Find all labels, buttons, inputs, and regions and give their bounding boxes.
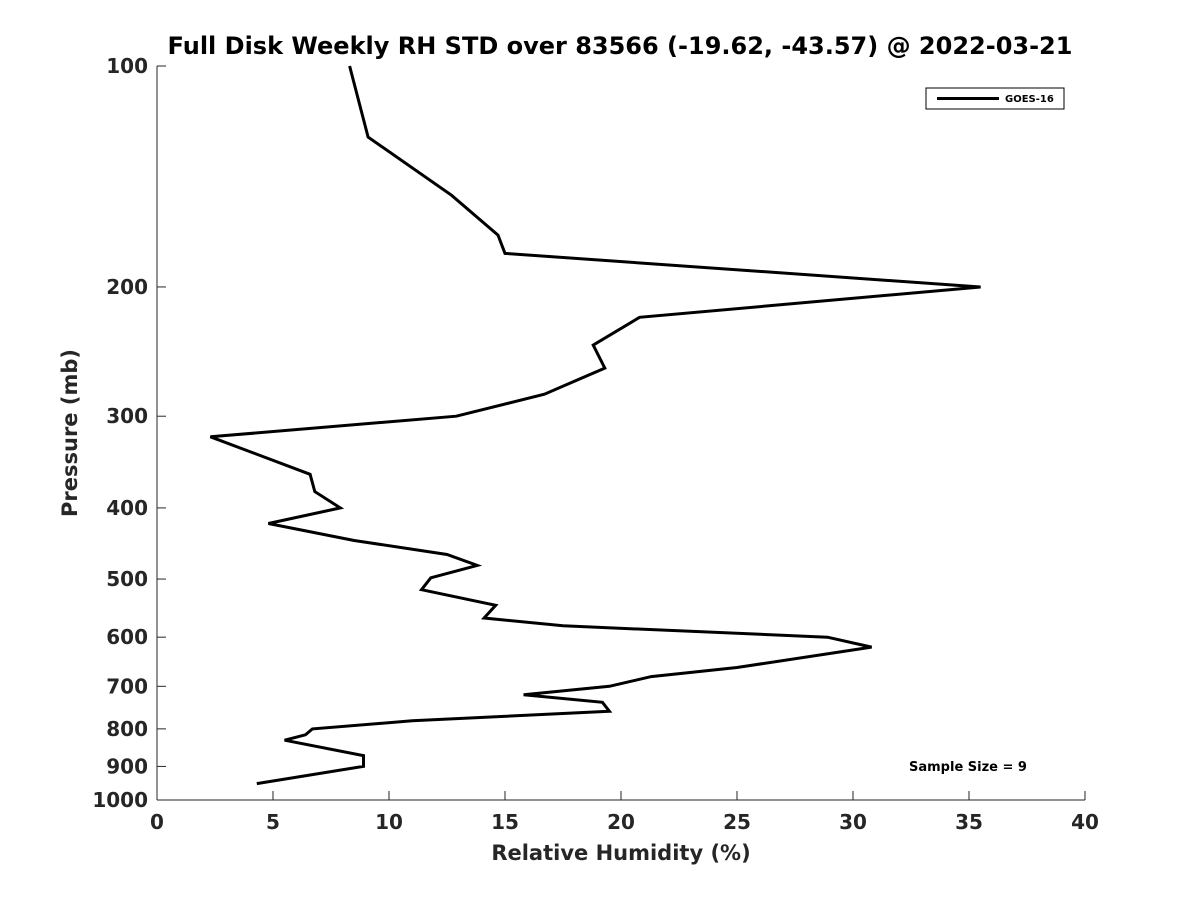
- x-tick-label: 15: [491, 810, 519, 834]
- y-tick-label: 400: [106, 496, 148, 520]
- x-tick-label: 40: [1071, 810, 1099, 834]
- x-tick-label: 0: [150, 810, 164, 834]
- x-tick-label: 35: [955, 810, 983, 834]
- legend-entry-goes-16: GOES-16: [1005, 94, 1054, 105]
- x-tick-label: 5: [266, 810, 280, 834]
- x-tick-label: 30: [839, 810, 867, 834]
- y-tick-label: 800: [106, 717, 148, 741]
- y-tick-label: 1000: [92, 788, 148, 812]
- y-axis-ticks: 100 200 300 400 500 600 700 800 900 1000: [92, 54, 166, 812]
- x-tick-label: 10: [375, 810, 403, 834]
- x-axis-ticks: 0 5 10 15 20 25 30 35 40: [150, 791, 1099, 834]
- y-tick-label: 200: [106, 275, 148, 299]
- y-tick-label: 100: [106, 54, 148, 78]
- series-layer: [209, 65, 981, 786]
- sample-size-annotation: Sample Size = 9: [909, 760, 1027, 775]
- y-tick-label: 600: [106, 625, 148, 649]
- plot-area: [157, 66, 1085, 800]
- y-tick-label: 700: [106, 674, 148, 698]
- x-tick-label: 25: [723, 810, 751, 834]
- y-axis-label: Pressure (mb): [58, 349, 82, 517]
- y-tick-label: 500: [106, 567, 148, 591]
- y-tick-label: 300: [106, 404, 148, 428]
- y-tick-label: 900: [106, 754, 148, 778]
- chart-title: Full Disk Weekly RH STD over 83566 (-19.…: [168, 32, 1073, 60]
- series-line-goes-16: [209, 65, 981, 786]
- x-axis-label: Relative Humidity (%): [491, 841, 750, 865]
- legend: GOES-16: [925, 87, 1065, 110]
- x-tick-label: 20: [607, 810, 635, 834]
